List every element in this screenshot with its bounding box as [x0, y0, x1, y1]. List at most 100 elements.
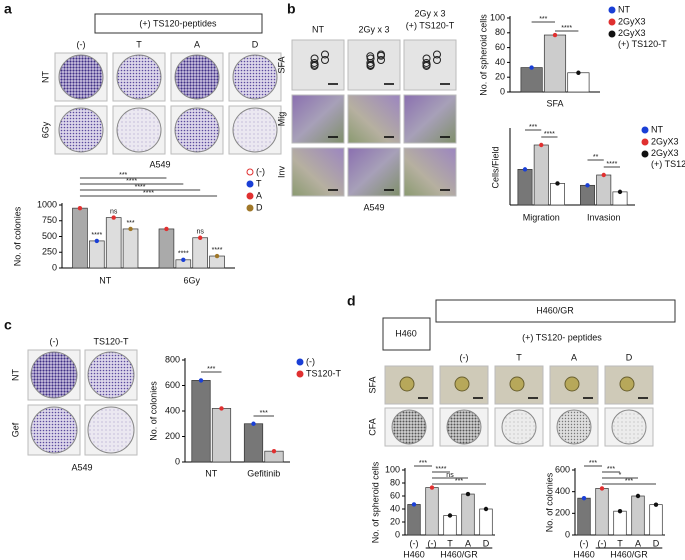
legend-label: D — [256, 202, 263, 212]
significance: **** — [436, 466, 447, 473]
y-axis-label: No. of colonies — [12, 206, 22, 266]
bar — [533, 144, 549, 206]
legend-marker — [246, 192, 254, 200]
column-label: (-) — [77, 39, 86, 49]
caption: A549 — [149, 159, 170, 169]
y-tick-label: 100 — [385, 464, 400, 474]
point — [555, 181, 560, 186]
plate — [556, 409, 592, 445]
legend-label: NT — [618, 4, 630, 14]
plate — [116, 54, 162, 100]
x-tick-label: Migration — [523, 212, 560, 222]
point — [581, 495, 587, 501]
plate — [232, 107, 278, 153]
y-tick-label: 600 — [165, 380, 180, 390]
y-axis-label: No. of colonies — [148, 381, 158, 441]
group-label: H460 — [403, 549, 425, 559]
bar — [211, 408, 232, 463]
bar — [520, 67, 543, 93]
point — [539, 142, 544, 148]
plate — [446, 409, 482, 445]
row-label: CFA — [367, 418, 377, 436]
y-tick-label: 100 — [490, 12, 505, 22]
point — [77, 205, 83, 211]
column-label: 2Gy x 3 — [414, 8, 445, 18]
y-tick-label: 0 — [52, 262, 57, 272]
bar — [89, 240, 105, 269]
header: (+) TS120-peptides — [139, 18, 217, 28]
row-label: 6Gy — [40, 121, 50, 138]
column-label: A — [571, 352, 577, 362]
legend-marker — [246, 204, 254, 212]
y-tick-label: 600 — [555, 464, 570, 474]
x-tick-label: NT — [99, 275, 111, 285]
legend-label: A — [256, 190, 262, 200]
x-tick-label: (-) — [598, 538, 607, 548]
x-tick-label: Gefitinib — [247, 468, 280, 478]
spheroid — [432, 50, 441, 59]
point — [111, 215, 116, 220]
spheroid — [321, 56, 329, 64]
significance: *** — [126, 220, 134, 227]
bar — [443, 515, 457, 536]
significance: *** — [607, 466, 615, 473]
plate — [87, 351, 135, 399]
y-tick-label: 750 — [42, 215, 57, 225]
header: H460/GR — [536, 305, 574, 315]
panel-label: a — [4, 1, 12, 17]
significance: *** — [419, 460, 427, 467]
y-tick-label: 0 — [565, 529, 570, 539]
bar — [580, 184, 595, 206]
plate — [611, 409, 647, 445]
significance: ns — [110, 208, 118, 215]
y-tick-label: 60 — [390, 490, 400, 500]
column-label: D — [626, 352, 633, 362]
bar — [105, 217, 122, 269]
significance: *** — [625, 478, 633, 485]
significance: **** — [91, 232, 102, 239]
panel-label: d — [347, 293, 356, 309]
legend-marker — [641, 138, 649, 146]
row-label: NT — [40, 71, 50, 83]
point — [94, 238, 100, 244]
legend-marker — [296, 370, 304, 378]
point — [552, 32, 558, 38]
y-tick-label: 80 — [495, 27, 505, 37]
legend-marker — [608, 30, 616, 38]
bar — [613, 510, 627, 536]
spheroid — [310, 54, 319, 63]
point — [617, 189, 623, 195]
point — [164, 226, 169, 232]
y-tick-label: 200 — [555, 508, 570, 518]
bar — [122, 228, 139, 269]
column-label: TS120-T — [93, 336, 129, 346]
x-tick-label: NT — [205, 468, 217, 478]
spheroid — [422, 60, 431, 69]
bar — [567, 72, 590, 93]
bar — [461, 493, 475, 536]
bar — [543, 34, 567, 93]
photo — [291, 147, 345, 197]
bar — [192, 237, 208, 269]
point — [429, 485, 435, 490]
legend-label: 2GyX3 — [651, 136, 679, 146]
x-tick-label: SFA — [546, 98, 563, 108]
point — [411, 502, 417, 507]
y-tick-label: 20 — [390, 516, 400, 526]
column-label: T — [136, 39, 142, 49]
column-label: D — [252, 39, 259, 49]
plate — [501, 409, 537, 445]
plate — [116, 107, 162, 153]
bar — [550, 183, 565, 206]
x-tick-label: (-) — [428, 538, 437, 548]
bar — [596, 174, 612, 206]
caption: A549 — [71, 462, 92, 472]
bar — [631, 495, 645, 536]
bar — [479, 508, 493, 536]
row-label: Inv — [276, 166, 286, 179]
x-tick-label: (-) — [580, 538, 589, 548]
header-box — [435, 299, 676, 323]
bar — [425, 487, 439, 536]
y-tick-label: 0 — [500, 86, 505, 96]
significance: ** — [593, 154, 599, 161]
